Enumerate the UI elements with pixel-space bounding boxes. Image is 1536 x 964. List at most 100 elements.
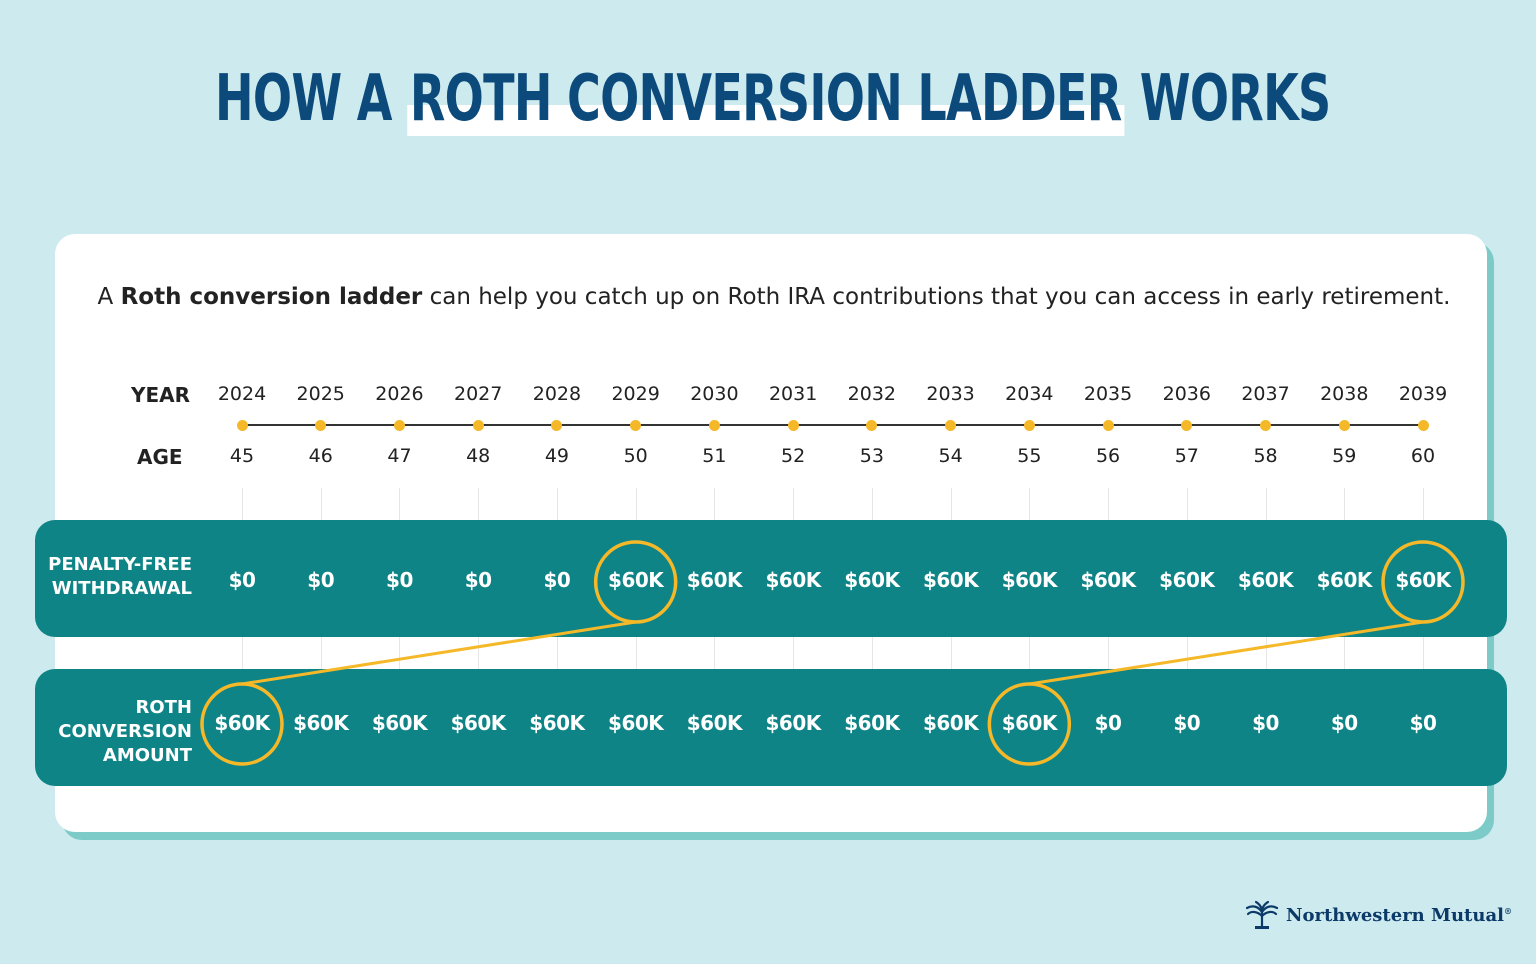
title-highlight: ROTH CONVERSION LADDER bbox=[407, 62, 1125, 136]
conversion-highlight-circle bbox=[987, 682, 1072, 766]
age-tick: 55 bbox=[1017, 445, 1042, 467]
age-tick: 53 bbox=[859, 445, 884, 467]
age-tick: 59 bbox=[1332, 445, 1357, 467]
year-tick: 2027 bbox=[454, 383, 503, 405]
brand-name-text: Northwestern Mutual bbox=[1286, 904, 1504, 926]
timeline-dot bbox=[866, 420, 878, 431]
intro-suffix: can help you catch up on Roth IRA contri… bbox=[422, 284, 1451, 310]
withdrawal-value: $0 bbox=[543, 568, 571, 592]
withdrawal-value: $60K bbox=[686, 568, 743, 592]
withdrawal-highlight-circle bbox=[1381, 540, 1465, 624]
conversion-value: $60K bbox=[608, 711, 664, 735]
withdrawal-value: $60K bbox=[1316, 568, 1373, 592]
year-tick: 2030 bbox=[690, 383, 739, 405]
year-tick: 2034 bbox=[1005, 383, 1054, 405]
timeline-dot bbox=[630, 420, 642, 431]
withdrawal-value: $60K bbox=[1395, 568, 1451, 592]
year-tick: 2035 bbox=[1083, 383, 1133, 405]
conversion-value: $0 bbox=[1330, 711, 1358, 735]
conversion-value: $60K bbox=[1001, 711, 1058, 735]
conversion-value: $60K bbox=[529, 711, 585, 735]
conversion-highlight-circle bbox=[200, 682, 284, 766]
year-tick: 2024 bbox=[217, 383, 267, 405]
year-tick: 2036 bbox=[1162, 383, 1211, 405]
withdrawal-highlight-circle bbox=[593, 540, 678, 624]
withdrawal-value: $60K bbox=[1080, 568, 1136, 592]
year-tick: 2038 bbox=[1320, 383, 1369, 405]
withdrawal-value: $0 bbox=[386, 568, 413, 592]
timeline-dot bbox=[1338, 420, 1350, 431]
page-title: HOW A ROTH CONVERSION LADDER WORKS bbox=[215, 62, 1331, 136]
age-label: AGE bbox=[137, 445, 183, 469]
conversion-value: $60K bbox=[293, 711, 349, 735]
intro-prefix: A bbox=[97, 284, 121, 310]
age-tick: 48 bbox=[466, 445, 491, 467]
conversion-value: $0 bbox=[1252, 711, 1279, 735]
timeline-dot bbox=[787, 420, 799, 431]
timeline-line bbox=[242, 424, 1423, 426]
brand-logo: Northwestern Mutual® bbox=[1244, 900, 1512, 930]
age-tick: 47 bbox=[387, 445, 412, 467]
conversion-label: ROTH CONVERSION AMOUNT bbox=[58, 696, 192, 768]
age-tick: 45 bbox=[229, 445, 255, 467]
year-tick: 2031 bbox=[768, 383, 818, 405]
withdrawal-value: $0 bbox=[228, 568, 256, 592]
withdrawal-value: $60K bbox=[922, 568, 979, 592]
year-tick: 2032 bbox=[847, 383, 897, 405]
withdrawal-value: $0 bbox=[307, 568, 335, 592]
timeline-dot bbox=[945, 420, 957, 431]
conversion-value: $60K bbox=[844, 711, 900, 735]
withdrawal-value: $60K bbox=[608, 568, 664, 592]
conversion-value: $60K bbox=[765, 711, 822, 735]
timeline-dot bbox=[393, 420, 405, 431]
withdrawal-value: $60K bbox=[844, 568, 900, 592]
withdrawal-label: PENALTY-FREE WITHDRAWAL bbox=[48, 553, 192, 601]
withdrawal-value: $0 bbox=[464, 568, 492, 592]
timeline-dot bbox=[236, 420, 248, 431]
withdrawal-value: $60K bbox=[1001, 568, 1058, 592]
age-tick: 51 bbox=[702, 445, 727, 467]
age-tick: 56 bbox=[1095, 445, 1121, 467]
brand-name: Northwestern Mutual® bbox=[1286, 905, 1512, 926]
timeline-dot bbox=[315, 420, 327, 431]
withdrawal-band bbox=[35, 520, 1507, 637]
year-tick: 2033 bbox=[926, 383, 975, 405]
year-label: YEAR bbox=[131, 383, 191, 407]
withdrawal-value: $60K bbox=[765, 568, 822, 592]
conversion-label-line1: ROTH bbox=[135, 697, 192, 718]
title-after: WORKS bbox=[1124, 62, 1331, 136]
timeline-dot bbox=[1023, 420, 1035, 431]
conversion-value: $60K bbox=[214, 711, 270, 735]
conversion-value: $0 bbox=[1173, 711, 1201, 735]
age-tick: 57 bbox=[1174, 445, 1199, 467]
age-tick: 50 bbox=[623, 445, 648, 467]
conversion-label-line3: AMOUNT bbox=[102, 745, 192, 766]
withdrawal-label-line1: PENALTY-FREE bbox=[48, 554, 192, 575]
age-tick: 54 bbox=[938, 445, 963, 467]
timeline-dot bbox=[1417, 420, 1429, 431]
conversion-value: $60K bbox=[686, 711, 743, 735]
year-tick: 2029 bbox=[611, 383, 660, 405]
conversion-value: $0 bbox=[1409, 711, 1437, 735]
brand-mark: ® bbox=[1503, 905, 1512, 916]
intro-text: A Roth conversion ladder can help you ca… bbox=[0, 284, 1536, 310]
timeline-dot bbox=[472, 420, 484, 431]
intro-bold: Roth conversion ladder bbox=[120, 284, 423, 310]
timeline-dot bbox=[1181, 420, 1193, 431]
age-tick: 52 bbox=[781, 445, 806, 467]
title-before: HOW A bbox=[215, 62, 408, 136]
withdrawal-value: $60K bbox=[1237, 568, 1294, 592]
timeline-dot bbox=[1260, 420, 1272, 431]
year-tick: 2028 bbox=[532, 383, 582, 405]
age-tick: 58 bbox=[1253, 445, 1278, 467]
age-tick: 60 bbox=[1410, 445, 1436, 467]
tree-logo-icon bbox=[1245, 900, 1279, 930]
conversion-value: $60K bbox=[922, 711, 979, 735]
conversion-value: $60K bbox=[450, 711, 507, 735]
highlight-connector bbox=[241, 620, 636, 686]
conversion-value: $60K bbox=[371, 711, 428, 735]
conversion-label-line2: CONVERSION bbox=[58, 721, 192, 742]
withdrawal-value: $60K bbox=[1159, 568, 1215, 592]
conversion-value: $0 bbox=[1094, 711, 1122, 735]
